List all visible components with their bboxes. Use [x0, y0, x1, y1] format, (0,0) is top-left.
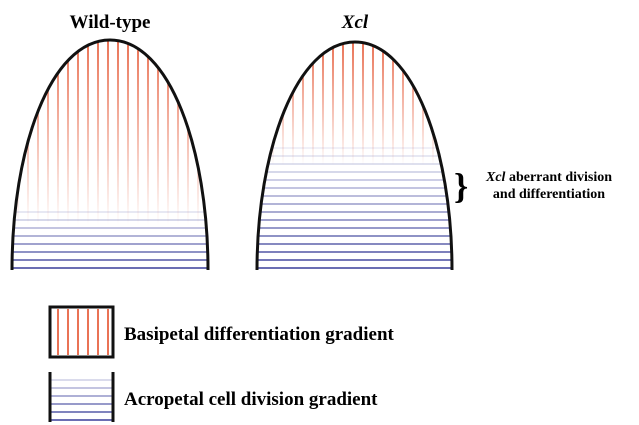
legend-label: Acropetal cell division gradient [124, 389, 378, 410]
panel-label: Wild-type [70, 12, 151, 33]
legend-box [48, 305, 115, 359]
wild-type-outline [10, 38, 210, 271]
legend-box [48, 372, 115, 422]
division-lines [257, 147, 452, 269]
legend-swatch [50, 379, 113, 421]
differentiation-lines [262, 42, 444, 270]
legend-swatch [57, 309, 109, 355]
annotation-line: Xcl aberrant division [485, 170, 612, 185]
legend-label: Basipetal differentiation gradient [124, 324, 395, 345]
division-lines [12, 211, 208, 269]
annotation-line: and differentiation [493, 187, 605, 202]
annotation-text: aberrant division [509, 170, 612, 185]
differentiation-lines [17, 40, 199, 270]
xcl-outline [255, 40, 454, 271]
brace: } [454, 166, 468, 206]
panel-label: Xcl [341, 12, 369, 33]
gene-name: Xcl [485, 170, 506, 185]
